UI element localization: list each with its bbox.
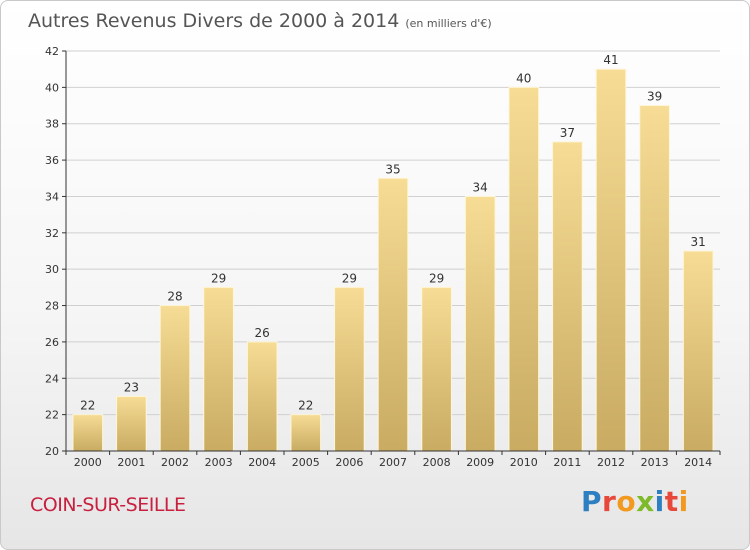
x-tick-label: 2011 xyxy=(553,456,581,469)
bars xyxy=(72,68,714,452)
bar-2003 xyxy=(203,286,234,452)
x-tick-label: 2013 xyxy=(641,456,669,469)
x-tick-label: 2003 xyxy=(205,456,233,469)
bar-2008 xyxy=(421,286,452,452)
value-label: 26 xyxy=(255,326,270,340)
y-tick-label: 42 xyxy=(45,45,59,58)
x-tick-label: 2008 xyxy=(423,456,451,469)
x-tick-label: 2006 xyxy=(335,456,363,469)
value-label: 28 xyxy=(167,290,182,304)
proxiti-logo: Proxiti xyxy=(581,485,689,518)
value-label: 40 xyxy=(516,71,531,85)
value-label: 31 xyxy=(691,235,706,249)
logo-letter: x xyxy=(636,485,655,518)
bar-2001 xyxy=(116,395,147,452)
x-tick-label: 2014 xyxy=(684,456,712,469)
bar-2012 xyxy=(595,68,627,452)
bar-2002 xyxy=(159,305,191,452)
value-label: 22 xyxy=(298,399,313,413)
x-tick-label: 2012 xyxy=(597,456,625,469)
bar-2006 xyxy=(334,286,365,452)
y-tick-label: 36 xyxy=(45,154,59,167)
bar-2004 xyxy=(246,341,278,452)
y-tick-label: 38 xyxy=(45,118,59,131)
value-label: 29 xyxy=(429,271,444,285)
logo-letter: r xyxy=(602,485,617,518)
y-tick-label: 30 xyxy=(45,263,59,276)
axes: 20 22 24 26 28 30 32 34 36 38 40 42 2000 2001 2002 2003… xyxy=(45,45,721,469)
value-label: 29 xyxy=(342,271,357,285)
value-label: 22 xyxy=(80,399,95,413)
x-tick-label: 2000 xyxy=(74,456,102,469)
y-tick-label: 20 xyxy=(45,445,59,458)
logo-letter: i xyxy=(678,485,689,518)
x-tick-label: 2004 xyxy=(248,456,276,469)
value-label: 34 xyxy=(473,180,488,194)
value-labels: 22 23 28 29 26 22 29 35 29 34 40 37 41 39 31 xyxy=(80,53,706,412)
y-tick-label: 34 xyxy=(45,190,59,203)
bar-2011 xyxy=(552,141,583,452)
value-label: 41 xyxy=(603,53,618,67)
chart-title: Autres Revenus Divers de 2000 à 2014 (en … xyxy=(28,10,492,32)
x-tick-label: 2002 xyxy=(161,456,189,469)
y-tick-label: 28 xyxy=(45,300,59,313)
y-tick-label: 40 xyxy=(45,81,59,94)
x-tick-label: 2001 xyxy=(117,456,145,469)
y-tick-label: 32 xyxy=(45,227,59,240)
y-tick-label: 22 xyxy=(45,409,59,422)
y-tick-label: 24 xyxy=(45,372,59,385)
value-label: 29 xyxy=(211,271,226,285)
bar-2014 xyxy=(682,250,714,452)
value-label: 23 xyxy=(124,380,139,394)
bar-2013 xyxy=(639,105,670,452)
chart-title-text: Autres Revenus Divers de 2000 à 2014 xyxy=(28,10,400,32)
value-label: 39 xyxy=(647,90,662,104)
value-label: 37 xyxy=(560,126,575,140)
bar-2007 xyxy=(377,177,409,452)
chart-unit: (en milliers d'€) xyxy=(405,17,492,30)
bar-2005 xyxy=(290,414,322,452)
logo-letter: o xyxy=(616,485,637,518)
y-tick-label: 26 xyxy=(45,336,59,349)
x-tick-label: 2007 xyxy=(379,456,407,469)
logo-letter: i xyxy=(654,485,665,518)
x-tick-label: 2010 xyxy=(510,456,538,469)
bar-2009 xyxy=(464,195,496,452)
bar-2000 xyxy=(72,414,104,452)
logo-letter: P xyxy=(581,485,603,518)
place-name: COIN-SUR-SEILLE xyxy=(30,494,186,516)
bar-2010 xyxy=(508,86,540,452)
x-tick-label: 2005 xyxy=(292,456,320,469)
x-tick-label: 2009 xyxy=(466,456,494,469)
logo-letter: t xyxy=(664,485,679,518)
value-label: 35 xyxy=(385,162,400,176)
